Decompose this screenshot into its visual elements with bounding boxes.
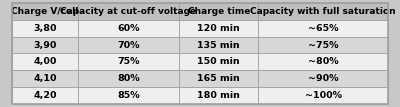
- Bar: [258, 70, 388, 87]
- Text: ~90%: ~90%: [308, 74, 338, 83]
- Bar: [179, 87, 258, 104]
- Bar: [78, 70, 179, 87]
- Bar: [258, 87, 388, 104]
- Bar: [78, 54, 179, 70]
- Text: Charge V/cell: Charge V/cell: [11, 7, 78, 16]
- Text: ~65%: ~65%: [308, 24, 338, 33]
- Text: 120 min: 120 min: [198, 24, 240, 33]
- Text: 75%: 75%: [117, 57, 140, 66]
- Bar: [258, 20, 388, 37]
- Bar: [12, 3, 78, 20]
- Bar: [78, 37, 179, 54]
- Text: 80%: 80%: [117, 74, 140, 83]
- Text: 3,80: 3,80: [33, 24, 57, 33]
- Bar: [78, 20, 179, 37]
- Text: 60%: 60%: [117, 24, 140, 33]
- Bar: [258, 3, 388, 20]
- Text: 4,20: 4,20: [33, 91, 57, 100]
- Text: 180 min: 180 min: [197, 91, 240, 100]
- Text: ~100%: ~100%: [305, 91, 342, 100]
- Bar: [179, 37, 258, 54]
- Bar: [258, 37, 388, 54]
- Text: Capacity with full saturation: Capacity with full saturation: [250, 7, 396, 16]
- Text: 85%: 85%: [117, 91, 140, 100]
- Bar: [179, 54, 258, 70]
- Text: ~75%: ~75%: [308, 41, 338, 50]
- Bar: [78, 3, 179, 20]
- Bar: [179, 70, 258, 87]
- Bar: [12, 37, 78, 54]
- Bar: [12, 70, 78, 87]
- Bar: [179, 3, 258, 20]
- Text: 150 min: 150 min: [198, 57, 240, 66]
- Text: 4,10: 4,10: [33, 74, 57, 83]
- Bar: [258, 54, 388, 70]
- Bar: [12, 54, 78, 70]
- Text: 4,00: 4,00: [33, 57, 56, 66]
- Bar: [12, 87, 78, 104]
- Text: 135 min: 135 min: [198, 41, 240, 50]
- Text: 3,90: 3,90: [33, 41, 56, 50]
- Text: ~80%: ~80%: [308, 57, 338, 66]
- Bar: [179, 20, 258, 37]
- Bar: [12, 20, 78, 37]
- Bar: [78, 87, 179, 104]
- Text: 70%: 70%: [117, 41, 140, 50]
- Text: Capacity at cut-off voltage: Capacity at cut-off voltage: [60, 7, 197, 16]
- Text: 165 min: 165 min: [198, 74, 240, 83]
- Text: Charge time: Charge time: [188, 7, 250, 16]
